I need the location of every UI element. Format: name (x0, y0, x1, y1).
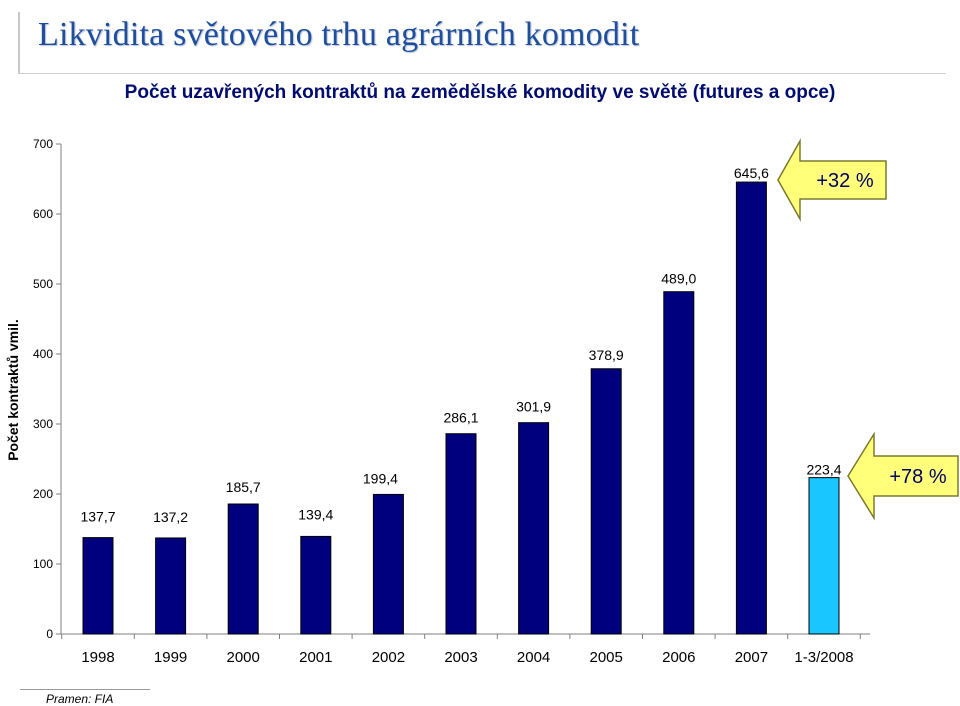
data-label: 286,1 (443, 410, 478, 426)
x-tick-label: 2004 (517, 649, 550, 666)
bar-2002 (372, 493, 404, 635)
bar-2006 (663, 291, 695, 635)
callout-label: +78 % (889, 466, 946, 488)
y-tick-label: 200 (33, 487, 53, 501)
bar-2004 (518, 422, 550, 635)
bar-2000 (227, 503, 259, 635)
bar-1998 (82, 537, 114, 635)
data-label: 301,9 (516, 399, 551, 415)
y-tick-label: 400 (33, 347, 53, 361)
x-tick-label: 1998 (81, 649, 114, 666)
x-tick-label: 2003 (444, 649, 477, 666)
callout-arrow (847, 431, 959, 521)
y-tick-label: 0 (46, 627, 53, 641)
x-tick-label: 2005 (590, 649, 623, 666)
callout-arrow (777, 138, 887, 222)
x-tick-label: 1999 (154, 649, 187, 666)
title-divider (20, 73, 946, 74)
x-tick-label: 2007 (735, 649, 768, 666)
bar-2005 (590, 368, 622, 635)
y-tick-label: 600 (33, 207, 53, 221)
data-label: 139,4 (298, 506, 333, 522)
y-tick-label: 100 (33, 557, 53, 571)
title-bar (18, 12, 950, 74)
chart-title: Počet uzavřených kontraktů na zemědělské… (124, 82, 836, 103)
data-label: 185,7 (226, 479, 261, 495)
data-label: 137,7 (80, 509, 115, 525)
callout-label: +32 % (816, 170, 873, 192)
bar-1-3/2008 (808, 477, 840, 635)
x-tick-label: 2002 (372, 649, 405, 666)
bar-2001 (300, 535, 332, 635)
bar-1999 (155, 537, 187, 635)
x-tick-label: 2006 (662, 649, 695, 666)
data-label: 199,4 (363, 470, 398, 486)
y-tick-label: 300 (33, 417, 53, 431)
slide-title: Likvidita světového trhu agrárních komod… (38, 16, 640, 53)
data-label: 223,4 (806, 462, 841, 478)
bar-2007 (735, 181, 767, 635)
data-label: 489,0 (661, 271, 696, 287)
data-label: 378,9 (589, 347, 624, 363)
x-tick-label: 2000 (227, 649, 260, 666)
y-tick-label: 700 (33, 137, 53, 151)
x-tick-label: 2001 (299, 649, 332, 666)
bar-2003 (445, 433, 477, 635)
source-divider (20, 689, 150, 690)
x-tick-label: 1-3/2008 (794, 649, 853, 666)
data-label: 137,2 (153, 509, 188, 525)
data-label: 645,6 (734, 165, 769, 181)
y-tick-label: 500 (33, 277, 53, 291)
source-note: Pramen: FIA (46, 692, 114, 706)
